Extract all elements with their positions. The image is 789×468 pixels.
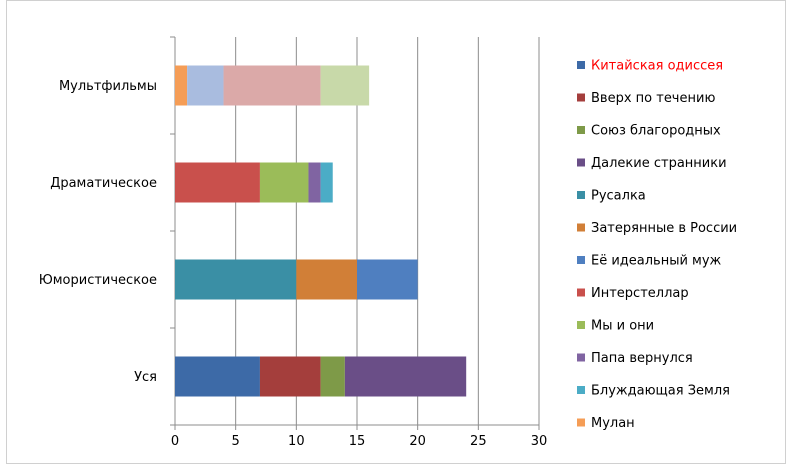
bar-3-1 bbox=[259, 356, 321, 397]
x-tick-label-6: 30 bbox=[531, 434, 548, 449]
bar-0-11 bbox=[175, 65, 188, 106]
legend-swatch-7 bbox=[577, 288, 585, 297]
legend-label-10: Блуждающая Земля bbox=[591, 384, 730, 399]
bar-2-4 bbox=[175, 259, 297, 300]
category-label-1: Драматическое bbox=[50, 176, 157, 191]
bar-3-3 bbox=[344, 356, 467, 397]
legend-swatch-1 bbox=[577, 93, 585, 102]
x-tick-label-3: 15 bbox=[349, 434, 366, 449]
x-tick-label-1: 5 bbox=[232, 434, 240, 449]
bar-1-7 bbox=[175, 162, 260, 203]
legend-label-11: Мулан bbox=[591, 416, 635, 431]
legend-swatch-11 bbox=[577, 418, 585, 427]
bar-2-5 bbox=[296, 259, 357, 300]
legend-label-1: Вверх по течению bbox=[591, 91, 715, 106]
legend-label-0: Китайская одиссея bbox=[591, 59, 723, 74]
category-label-2: Юмористическое bbox=[39, 273, 157, 288]
legend-swatch-4 bbox=[577, 191, 585, 199]
legend-label-2: Союз благородных bbox=[591, 124, 721, 139]
legend-swatch-5 bbox=[577, 223, 585, 232]
bar-0-12 bbox=[187, 65, 224, 106]
legend-swatch-6 bbox=[577, 256, 585, 264]
x-tick-label-2: 10 bbox=[288, 434, 305, 449]
bar-1-9 bbox=[308, 162, 321, 203]
bar-3-2 bbox=[320, 356, 345, 397]
legend-label-4: Русалка bbox=[591, 189, 646, 204]
legend-label-6: Её идеальный муж bbox=[591, 254, 722, 269]
category-label-0: Мультфильмы bbox=[59, 79, 157, 94]
bar-0-14 bbox=[320, 65, 370, 106]
legend-swatch-8 bbox=[577, 321, 585, 329]
legend-label-3: Далекие странники bbox=[591, 156, 727, 171]
bar-1-10 bbox=[320, 162, 333, 203]
legend-label-9: Папа вернулся bbox=[591, 351, 693, 366]
legend-swatch-0 bbox=[577, 61, 585, 69]
bar-2-6 bbox=[357, 259, 418, 300]
bar-0-13 bbox=[223, 65, 321, 106]
x-tick-label-4: 20 bbox=[409, 434, 426, 449]
legend-swatch-3 bbox=[577, 158, 585, 167]
legend-swatch-2 bbox=[577, 126, 585, 134]
bar-1-8 bbox=[259, 162, 309, 203]
x-tick-label-0: 0 bbox=[171, 434, 179, 449]
category-label-3: Уся bbox=[134, 370, 157, 385]
legend-label-5: Затерянные в России bbox=[591, 221, 737, 236]
legend-swatch-10 bbox=[577, 386, 585, 394]
x-tick-label-5: 25 bbox=[470, 434, 487, 449]
legend-swatch-9 bbox=[577, 353, 585, 362]
bar-3-0 bbox=[175, 356, 260, 397]
legend-label-8: Мы и они bbox=[591, 319, 654, 334]
legend-label-7: Интерстеллар bbox=[591, 286, 689, 301]
